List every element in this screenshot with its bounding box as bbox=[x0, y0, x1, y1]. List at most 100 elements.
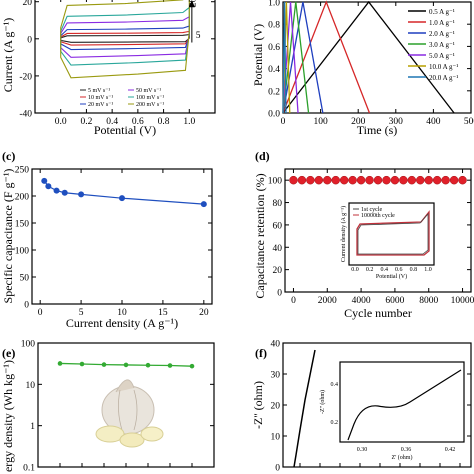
cv-ytick-label: 20 bbox=[23, 0, 33, 8]
gcd-xtick-label: 300 bbox=[389, 117, 404, 127]
cv-loop bbox=[60, 30, 190, 46]
nyq-inset-frame bbox=[339, 361, 465, 443]
cyc-ytick-label: 20 bbox=[273, 266, 283, 276]
ene-point bbox=[145, 362, 151, 368]
cv-xtick-label: 0.6 bbox=[132, 117, 144, 127]
cap-point bbox=[200, 201, 207, 208]
cyc-point bbox=[382, 175, 391, 185]
cv-loop bbox=[60, 25, 190, 51]
cyc-point bbox=[289, 175, 298, 185]
cv-xtick-label: 0.8 bbox=[158, 117, 170, 127]
cv-xtick-label: 0.0 bbox=[55, 117, 67, 127]
cyc-inset-xtick-label: 0.6 bbox=[395, 267, 403, 273]
ene-point bbox=[79, 361, 85, 367]
gcd-ytick-label: 0.8 bbox=[268, 21, 280, 31]
cyc-inset-legend-label: 10000th cycle bbox=[361, 213, 395, 219]
gcd-legend-label: 2.0 A g⁻¹ bbox=[429, 30, 455, 38]
cyc-inset-frame bbox=[348, 202, 435, 266]
cyc-inset-xtick-label: 0.0 bbox=[351, 267, 359, 273]
nyq-inset-curve bbox=[347, 369, 462, 441]
garlic-clove-icon bbox=[95, 425, 125, 443]
cv-frame bbox=[34, 0, 216, 114]
cap-xlabel: Current density (A g⁻¹) bbox=[66, 316, 178, 330]
nyq-curve bbox=[293, 349, 316, 468]
cv-ylabel: Current (A g⁻¹) bbox=[1, 18, 15, 93]
cv-legend-label: 200 mV s⁻¹ bbox=[136, 102, 164, 108]
cyc-point bbox=[458, 175, 467, 185]
panel-f-nyquist-chart: 40 30 20 10 0 -Z'' (ohm) 0.30 0.36 0.42 0.4 0.2 Z' … bbox=[251, 340, 472, 474]
cyc-point bbox=[356, 175, 366, 185]
cv-legend-label: 50 mV s⁻¹ bbox=[136, 88, 161, 94]
gcd-legend-label: 5.0 A g⁻¹ bbox=[429, 52, 455, 60]
cap-xtick-label: 20 bbox=[199, 308, 209, 318]
cv-legend-label: 20 mV s⁻¹ bbox=[88, 102, 113, 108]
cap-ytick-label: 200 bbox=[15, 193, 30, 203]
nyq-ytick-label: 10 bbox=[271, 433, 281, 443]
cyc-xtick-label: 4000 bbox=[352, 296, 371, 306]
panel-b-gcd-chart: 1.0 0.8 0.6 0.4 0.2 0.00 100 200 300 400 500 Potent… bbox=[251, 0, 474, 137]
nyq-inset-xlabel: Z' (ohm) bbox=[392, 454, 413, 461]
cyc-point bbox=[373, 175, 383, 185]
gcd-ytick-label: 0.2 bbox=[268, 87, 280, 97]
panel-label-c: (c) bbox=[2, 149, 15, 163]
ene-point bbox=[189, 363, 195, 369]
cap-ytick-label: 50 bbox=[20, 274, 30, 284]
gcd-legend-label: 3.0 A g⁻¹ bbox=[429, 41, 455, 49]
cv-annotation-200: 200 bbox=[189, 0, 199, 7]
cap-point bbox=[119, 195, 125, 202]
cap-ytick-label: 100 bbox=[15, 247, 30, 257]
cv-ytick-label: -20 bbox=[19, 72, 32, 82]
nyq-inset-ytick-label: 0.4 bbox=[331, 382, 339, 388]
cv-ytick-label: 0 bbox=[27, 35, 32, 45]
cap-ytick-label: 250 bbox=[15, 166, 30, 176]
cyc-point bbox=[416, 175, 425, 185]
cyc-point bbox=[407, 175, 417, 185]
cyc-xtick-label: 0 bbox=[291, 296, 296, 306]
garlic-clove-icon bbox=[140, 426, 164, 442]
cyc-inset-xlabel: Potential (V) bbox=[376, 273, 407, 280]
ene-ylabel: ergy density (Wh kg⁻¹) bbox=[1, 360, 15, 472]
garlic-line-icon bbox=[118, 389, 123, 431]
gcd-ytick-label: 0.4 bbox=[268, 65, 280, 75]
gcd-legend-label: 1.0 A g⁻¹ bbox=[429, 19, 455, 27]
ene-point bbox=[167, 363, 173, 368]
cv-arrowhead bbox=[188, 0, 195, 8]
nyq-ytick-label: 40 bbox=[271, 340, 281, 350]
cyc-xtick-label: 8000 bbox=[419, 296, 438, 306]
nyq-ytick-label: 0 bbox=[275, 464, 280, 474]
cv-loop bbox=[60, 0, 190, 79]
cyc-ytick-label: 0 bbox=[277, 289, 282, 299]
cyc-point bbox=[424, 175, 433, 185]
cyc-xtick-label: 10000 bbox=[451, 296, 474, 306]
gcd-legend-label: 0.5 A g⁻¹ bbox=[429, 8, 455, 16]
cap-line bbox=[43, 180, 204, 205]
gcd-xtick-label: 100 bbox=[313, 117, 328, 127]
cap-xtick-label: 0 bbox=[38, 308, 43, 318]
cyc-xtick-label: 2000 bbox=[318, 296, 337, 306]
cyc-inset-xtick-label: 0.4 bbox=[380, 267, 388, 273]
cyc-point bbox=[365, 175, 374, 185]
cv-loop bbox=[60, 15, 190, 58]
cyc-point bbox=[449, 175, 459, 185]
cyc-ylabel: Capacitance retention (%) bbox=[253, 173, 267, 298]
cv-xtick-label: 0.2 bbox=[80, 117, 92, 127]
cyc-ytick-label: 60 bbox=[273, 221, 283, 231]
garlic-line-icon bbox=[133, 389, 138, 431]
nyq-inset-xtick-label: 0.30 bbox=[357, 447, 368, 453]
gcd-legend-label: 20.0 A g⁻¹ bbox=[429, 74, 458, 82]
cyc-ytick-label: 40 bbox=[273, 244, 283, 254]
gcd-xlabel: Time (s) bbox=[357, 123, 398, 137]
nyq-ylabel: -Z'' (ohm) bbox=[251, 381, 265, 429]
panel-e-energy-chart: 100 10 1 0.1 ergy density (Wh kg⁻¹) bbox=[1, 340, 215, 474]
cap-point bbox=[45, 183, 52, 190]
garlic-clove-icon bbox=[119, 432, 145, 448]
cyc-point bbox=[390, 175, 400, 185]
cyc-point bbox=[441, 175, 450, 185]
gcd-ytick-label: 1.0 bbox=[268, 0, 280, 9]
cyc-xtick-label: 6000 bbox=[385, 296, 404, 306]
cv-ytick-label: -40 bbox=[19, 110, 32, 120]
cv-legend-label: 10 mV s⁻¹ bbox=[88, 95, 113, 101]
